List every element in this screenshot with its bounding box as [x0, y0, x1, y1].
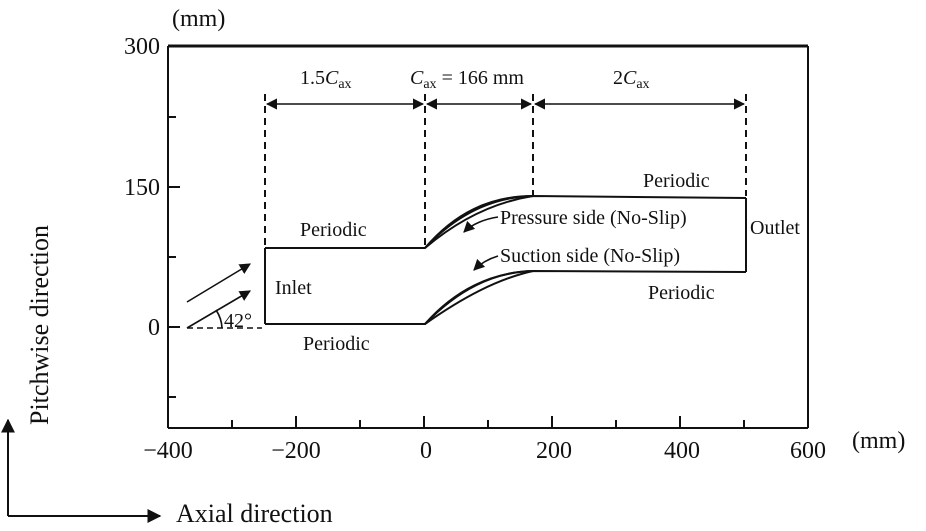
- x-tick-label: 400: [664, 438, 700, 464]
- y-unit-label: (mm): [172, 6, 225, 32]
- x-tick-label: −400: [143, 438, 193, 464]
- label-inlet: Inlet: [275, 277, 312, 299]
- y-axis-title: Pitchwise direction: [25, 225, 54, 425]
- label-suction-side: Suction side (No-Slip): [500, 245, 680, 267]
- y-tick-label: 150: [124, 175, 160, 201]
- x-unit-label: (mm): [852, 428, 905, 454]
- suction-side-pointer: [473, 255, 499, 271]
- dim-outlet-length: 2Cax: [613, 67, 650, 92]
- y-tick-label: 300: [124, 34, 160, 60]
- pressure-side-pointer: [463, 216, 499, 233]
- label-periodic-bottom-left: Periodic: [303, 333, 370, 355]
- label-angle: 42°: [224, 310, 252, 332]
- y-axis-ticks: [168, 116, 180, 398]
- dim-inlet-length: 1.5Cax: [300, 67, 352, 92]
- label-pressure-side: Pressure side (No-Slip): [500, 207, 687, 229]
- label-outlet: Outlet: [750, 217, 800, 239]
- dimension-guides: [264, 94, 747, 246]
- y-tick-label: 0: [148, 315, 160, 341]
- x-tick-label: 0: [420, 438, 432, 464]
- x-tick-label: 200: [536, 438, 572, 464]
- label-periodic-top-right: Periodic: [643, 170, 710, 192]
- axis-direction-arrows: [0, 418, 162, 523]
- x-tick-label: −200: [271, 438, 321, 464]
- x-axis-ticks: [167, 416, 745, 428]
- label-periodic-top-left: Periodic: [300, 219, 367, 241]
- domain-outline: [264, 194, 747, 325]
- dim-chord: Cax = 166 mm: [410, 67, 524, 92]
- x-tick-label: 600: [790, 438, 826, 464]
- x-axis-title: Axial direction: [176, 499, 333, 528]
- inflow-arrows: [186, 263, 262, 329]
- label-periodic-bottom-right: Periodic: [648, 282, 715, 304]
